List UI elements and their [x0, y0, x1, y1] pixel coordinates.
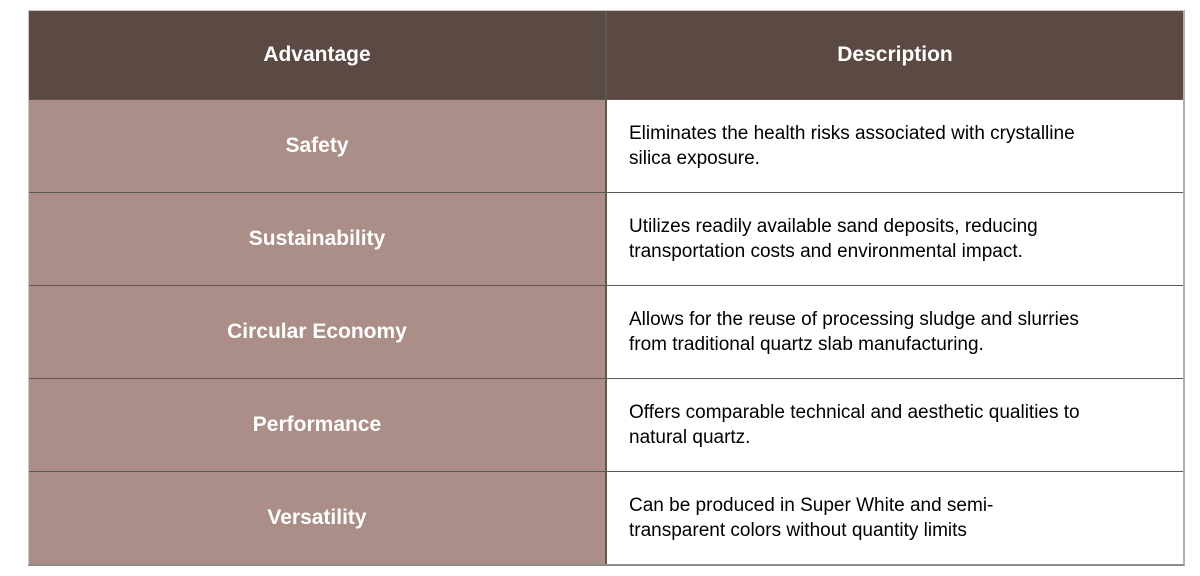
header-row: Advantage Description	[29, 11, 1183, 100]
table-row: Performance Offers comparable technical …	[29, 378, 1183, 472]
description-text: Utilizes readily available sand deposits…	[629, 215, 1038, 262]
description-text: Offers comparable technical and aestheti…	[629, 401, 1080, 448]
advantages-table-grid: Advantage Description Safety Eliminates …	[29, 11, 1183, 564]
advantage-cell: Safety	[29, 99, 606, 193]
table-row: Safety Eliminates the health risks assoc…	[29, 99, 1183, 193]
advantage-cell: Sustainability	[29, 192, 606, 286]
table-row: Circular Economy Allows for the reuse of…	[29, 285, 1183, 379]
description-cell: Utilizes readily available sand deposits…	[605, 192, 1183, 286]
description-cell: Offers comparable technical and aestheti…	[605, 378, 1183, 472]
column-header-description: Description	[605, 11, 1183, 100]
advantage-cell: Versatility	[29, 471, 606, 564]
description-cell: Can be produced in Super White and semi-…	[605, 471, 1183, 564]
description-cell: Eliminates the health risks associated w…	[605, 99, 1183, 193]
advantage-cell: Performance	[29, 378, 606, 472]
column-header-advantage: Advantage	[29, 11, 606, 100]
description-text: Can be produced in Super White and semi-…	[629, 494, 994, 541]
advantages-table: Advantage Description Safety Eliminates …	[28, 10, 1185, 566]
description-text: Allows for the reuse of processing sludg…	[629, 308, 1079, 355]
table-row: Sustainability Utilizes readily availabl…	[29, 192, 1183, 286]
description-cell: Allows for the reuse of processing sludg…	[605, 285, 1183, 379]
advantage-cell: Circular Economy	[29, 285, 606, 379]
table-row: Versatility Can be produced in Super Whi…	[29, 471, 1183, 564]
description-text: Eliminates the health risks associated w…	[629, 122, 1075, 169]
